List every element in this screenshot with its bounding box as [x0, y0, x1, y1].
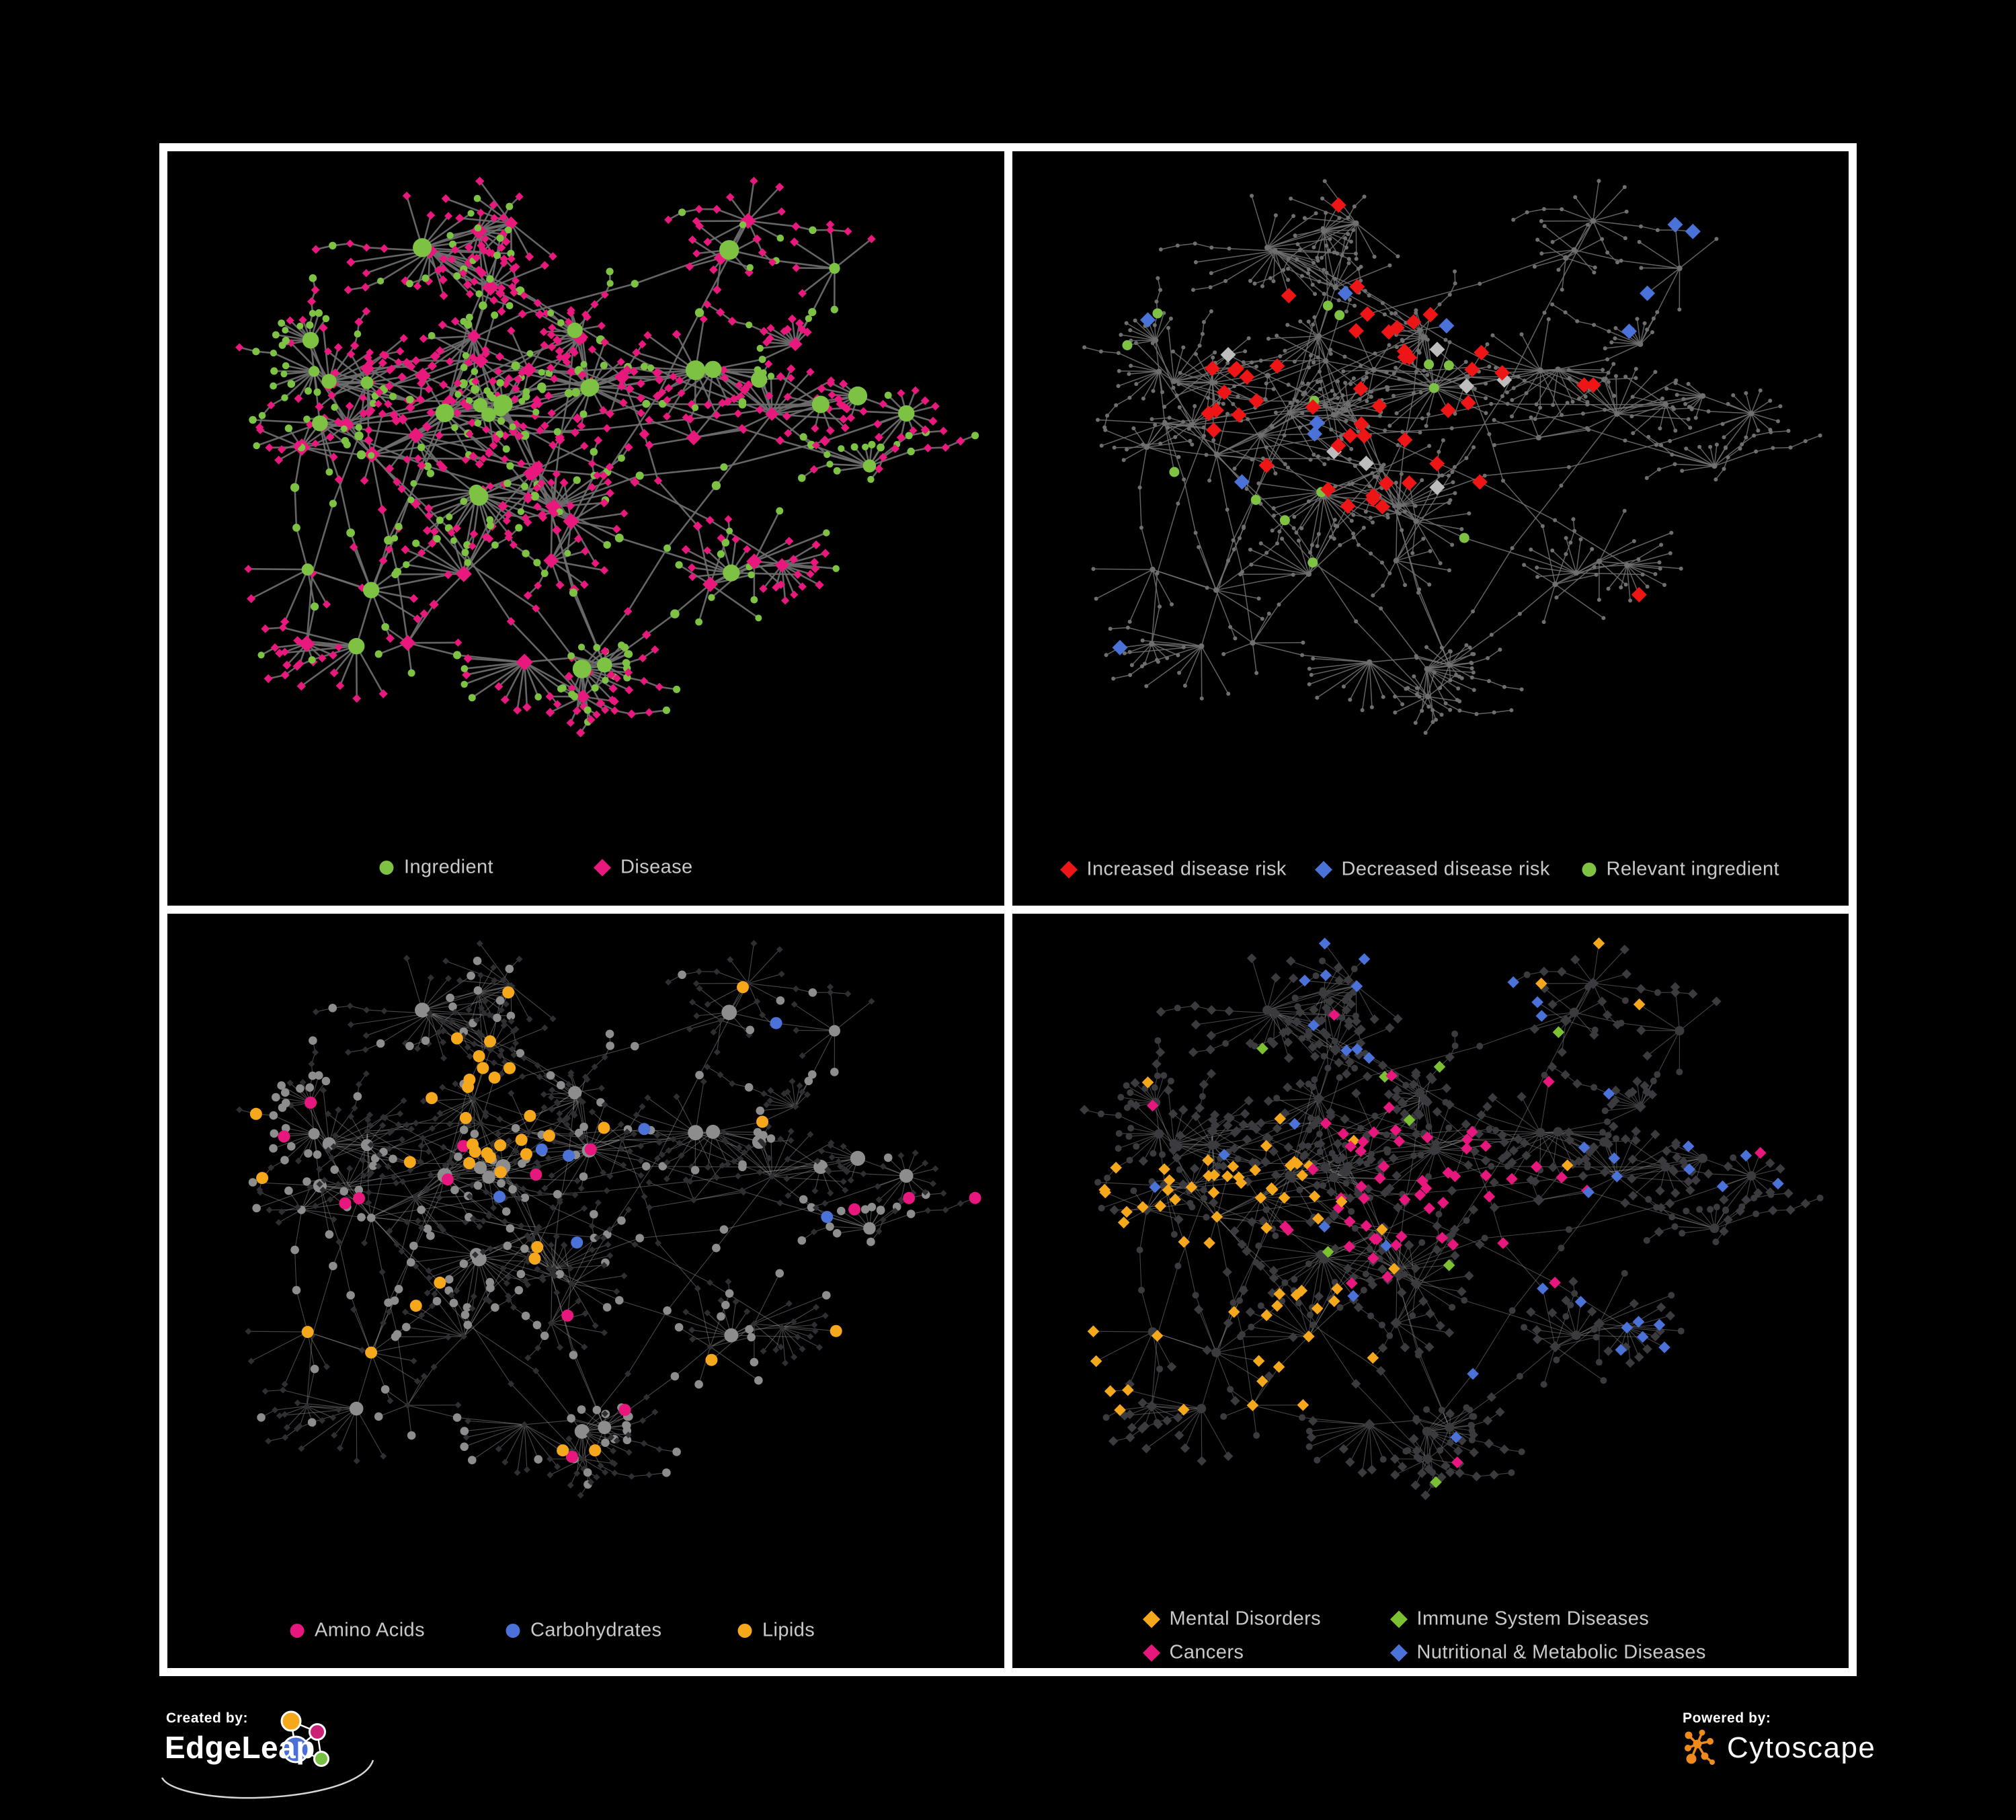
network-graph-disease-risk: [1082, 179, 1822, 735]
panel-disease-classes: Mental Disorders Immune System Diseases Ca…: [1012, 914, 1849, 1668]
cytoscape-credit: Powered by:: [1683, 1710, 1898, 1794]
edgeleap-wordmark: EdgeLeap: [165, 1730, 315, 1765]
edgeleap-icon-nodes: [280, 1710, 329, 1767]
edgeleap-logo-icon: [161, 1710, 374, 1799]
panel-disease-risk: Increased disease risk Decreased disease …: [1012, 151, 1849, 906]
panel-grid: Ingredient Disease Increased disease risk…: [159, 143, 1857, 1676]
created-by-label: Created by:: [166, 1710, 249, 1726]
cytoscape-icon-nodes: [1685, 1729, 1715, 1765]
edgeleap-swoosh: [161, 1759, 374, 1799]
cytoscape-wordmark: Cytoscape: [1727, 1731, 1876, 1764]
panel-ingredient-disease: Ingredient Disease: [167, 151, 1004, 906]
network-graph-ingredient-classes: [236, 940, 981, 1499]
cytoscape-logo-row: Cytoscape: [1683, 1728, 1876, 1768]
network-graph-ingredient-disease: [235, 176, 979, 738]
edgeleap-credit: Created by: EdgeLeap: [159, 1710, 391, 1815]
network-graph-disease-classes: [1079, 937, 1824, 1501]
powered-by-label: Powered by:: [1683, 1710, 1771, 1726]
panel-ingredient-classes: Amino Acids Carbohydrates Lipids: [167, 914, 1004, 1668]
cytoscape-logo-icon: [1685, 1729, 1715, 1765]
